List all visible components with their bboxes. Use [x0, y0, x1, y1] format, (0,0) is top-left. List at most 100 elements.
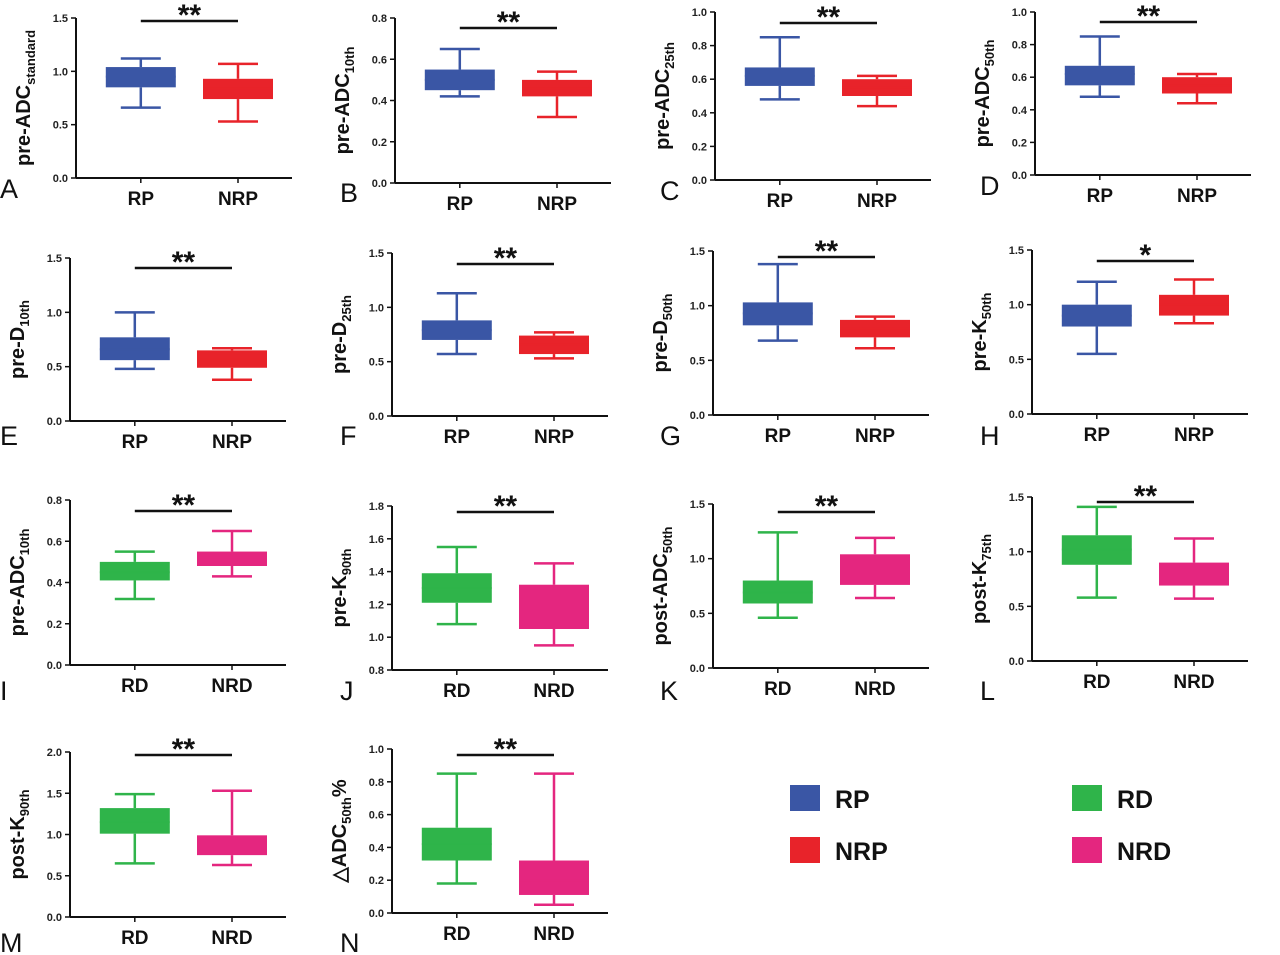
panel-letter: F — [340, 421, 357, 451]
y-tick-label: 0.5 — [1009, 601, 1024, 613]
chart-panel-f: 0.0 0.5 1.0 1.5 RP NRP ** pre-D25th F — [329, 242, 608, 451]
y-axis-label-suffix: % — [329, 779, 351, 797]
box-rp — [1061, 280, 1132, 356]
x-tick-label: RP — [1084, 425, 1111, 446]
y-tick-label: 0.8 — [1012, 40, 1027, 52]
significance-stars: ** — [172, 733, 196, 766]
y-tick-label: 0.8 — [369, 777, 384, 789]
box-nrd — [1159, 537, 1229, 600]
y-axis-label: pre-ADC50th — [972, 40, 997, 148]
box-nrp — [522, 70, 592, 119]
box-iqr — [197, 551, 267, 566]
panel-letter: L — [980, 676, 995, 706]
legend: RP NRP RD NRD — [790, 785, 1171, 866]
y-axis-label-sub: 90th — [339, 548, 354, 575]
x-tick-label: RP — [767, 191, 794, 212]
y-tick-label: 1.5 — [1009, 245, 1024, 257]
y-tick-label: 1.5 — [690, 246, 705, 258]
y-tick-label: 0.4 — [372, 96, 388, 108]
box-nrp — [842, 74, 912, 108]
chart-panel-a: 0.0 0.5 1.0 1.5 RP NRP ** pre-ADCstandard A — [0, 0, 292, 210]
y-axis-label: pre-D25th — [329, 295, 354, 374]
y-tick-label: 0.8 — [372, 13, 387, 25]
panel-letter: M — [0, 928, 23, 955]
y-tick-label: 1.0 — [369, 632, 384, 644]
legend-label: NRP — [835, 838, 888, 866]
chart-panel-c: 0.0 0.2 0.4 0.6 0.8 1.0 RP NRP ** pre-ADC25th C — [652, 1, 931, 212]
y-axis-label-main: post-ADC — [650, 553, 672, 645]
significance-stars: ** — [494, 242, 518, 275]
y-tick-label: 0.5 — [690, 608, 705, 620]
x-tick-label: RP — [444, 427, 471, 448]
y-tick-label: 0.8 — [692, 41, 707, 53]
y-axis-label-sub: 90th — [17, 789, 32, 816]
x-tick-label: NRP — [534, 427, 574, 448]
y-axis-label: post-ADC50th — [650, 526, 675, 645]
y-axis-label-main: pre-K — [329, 575, 351, 628]
y-tick-label: 0.2 — [692, 141, 707, 153]
y-tick-label: 0.0 — [1009, 409, 1024, 421]
box-rp — [744, 35, 815, 101]
y-axis-label-sub: 50th — [979, 292, 994, 319]
significance-stars: ** — [1134, 480, 1158, 513]
panel-letter: H — [980, 421, 1000, 451]
y-axis-label: pre-ADC10th — [7, 529, 32, 637]
y-tick-label: 1.0 — [692, 7, 707, 19]
chart-panel-m: 0.0 0.5 1.0 1.5 2.0 RD NRD ** post-K90th M — [0, 733, 286, 955]
y-tick-label: 0.0 — [47, 660, 62, 672]
significance-stars: ** — [815, 490, 839, 523]
y-tick-label: 0.8 — [47, 495, 62, 507]
legend-swatch — [790, 837, 820, 863]
y-tick-label: 1.0 — [1009, 300, 1024, 312]
y-tick-label: 0.2 — [1012, 137, 1027, 149]
x-tick-label: NRD — [533, 681, 574, 702]
chart-panel-e: 0.0 0.5 1.0 1.5 RP NRP ** pre-D10th E — [0, 246, 286, 453]
box-nrd — [840, 536, 910, 600]
y-tick-label: 1.5 — [47, 253, 62, 265]
x-tick-label: NRP — [1174, 425, 1214, 446]
x-tick-label: RD — [121, 928, 148, 949]
x-tick-label: NRD — [1173, 672, 1214, 693]
y-axis-label-sub: 10th — [17, 300, 32, 327]
y-tick-label: 0.0 — [372, 178, 387, 190]
y-tick-label: 0.5 — [1009, 354, 1024, 366]
panel-letter: G — [660, 421, 681, 451]
legend-item-nrp: NRP — [790, 837, 888, 866]
x-tick-label: RD — [443, 681, 470, 702]
y-tick-label: 1.6 — [369, 534, 384, 546]
y-tick-label: 2.0 — [47, 747, 62, 759]
x-tick-label: NRP — [857, 191, 897, 212]
y-axis-label-main: post-K — [969, 560, 991, 624]
chart-panel-g: 0.0 0.5 1.0 1.5 RP NRP ** pre-D50th G — [650, 235, 929, 451]
y-tick-label: 0.4 — [47, 578, 63, 590]
y-axis-label-main: pre-ADC — [972, 66, 994, 147]
chart-panel-i: 0.0 0.2 0.4 0.6 0.8 RD NRD ** pre-ADC10th I — [0, 489, 286, 706]
x-tick-label: NRD — [211, 676, 252, 697]
x-tick-label: RP — [128, 189, 155, 210]
y-axis-label-main: pre-D — [650, 320, 672, 372]
panel-letter: E — [0, 421, 18, 451]
y-tick-label: 0.4 — [692, 108, 708, 120]
box-rp — [99, 311, 170, 371]
y-tick-label: 1.5 — [1009, 492, 1024, 504]
significance-stars: ** — [494, 733, 518, 766]
x-tick-label: RD — [121, 676, 148, 697]
y-tick-label: 1.0 — [1009, 547, 1024, 559]
y-axis-label-sub: 50th — [660, 293, 675, 320]
legend-swatch — [1072, 837, 1102, 863]
y-tick-label: 1.2 — [369, 599, 384, 611]
y-axis-label-main: post-K — [7, 816, 29, 880]
legend-swatch — [790, 785, 820, 811]
y-axis-label: pre-ADC25th — [652, 42, 677, 150]
box-rp — [421, 291, 492, 356]
box-nrd — [519, 562, 589, 647]
box-nrd — [519, 772, 589, 907]
x-tick-label: NRP — [212, 432, 252, 453]
box-rp — [742, 262, 813, 342]
y-tick-label: 0.6 — [369, 810, 384, 822]
significance-stars: ** — [494, 490, 518, 523]
box-iqr — [99, 561, 170, 581]
chart-panel-d: 0.0 0.2 0.4 0.6 0.8 1.0 RP NRP ** pre-ADC50th D — [972, 0, 1251, 207]
y-axis-label-main: pre-ADC — [7, 555, 29, 636]
box-nrp — [197, 346, 267, 381]
